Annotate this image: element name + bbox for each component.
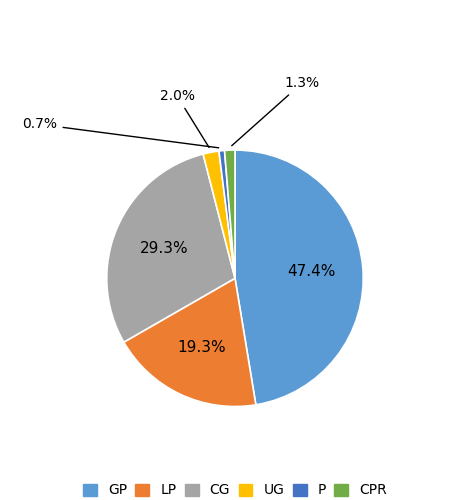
Text: 29.3%: 29.3% — [140, 241, 188, 256]
Wedge shape — [203, 151, 235, 278]
Legend: GP, LP, CG, UG, P, CPR: GP, LP, CG, UG, P, CPR — [78, 480, 392, 500]
Text: 47.4%: 47.4% — [288, 264, 336, 280]
Text: 19.3%: 19.3% — [178, 340, 227, 355]
Wedge shape — [107, 154, 235, 342]
Wedge shape — [219, 150, 235, 278]
Wedge shape — [124, 278, 256, 406]
Wedge shape — [235, 150, 363, 405]
Text: 0.7%: 0.7% — [23, 118, 219, 148]
Text: 2.0%: 2.0% — [160, 89, 209, 148]
Wedge shape — [225, 150, 235, 278]
Text: 1.3%: 1.3% — [232, 76, 319, 146]
